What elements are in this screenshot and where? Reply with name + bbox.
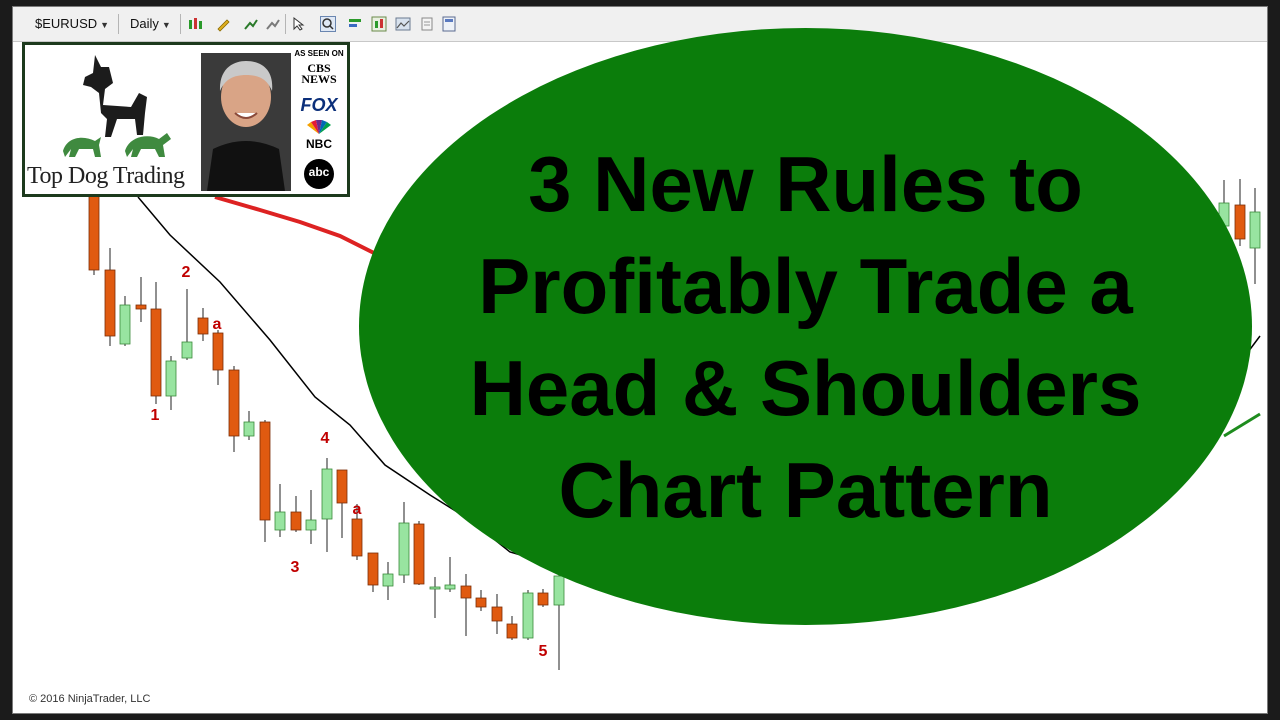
bearish-candle	[491, 606, 503, 622]
abc-logo-circle: abc	[304, 159, 334, 189]
bullish-candle	[429, 586, 441, 590]
bearish-candle	[290, 511, 302, 531]
bearish-candle	[135, 304, 147, 310]
bearish-candle	[1234, 204, 1246, 240]
slow-moving-average-line	[214, 195, 381, 258]
wave-label: 4	[321, 430, 330, 447]
bearish-candle	[336, 469, 348, 504]
copyright-notice: © 2016 NinjaTrader, LLC	[29, 693, 151, 705]
strategy-icon[interactable]	[265, 16, 281, 32]
great-dane-logo-icon	[63, 55, 171, 157]
bearish-candle	[506, 623, 518, 639]
bearish-candle	[88, 189, 100, 271]
chart-toolbar: $EURUSD ▼ Daily ▼	[13, 7, 1267, 42]
bullish-candle	[398, 522, 410, 576]
wave-label: a	[213, 316, 222, 333]
presenter-photo	[201, 53, 291, 191]
toolbar-divider	[285, 14, 286, 34]
bearish-candle	[460, 585, 472, 599]
wave-label: 5	[539, 643, 548, 660]
bearish-candle	[228, 369, 240, 437]
bullish-candle	[119, 304, 131, 345]
portrait-image	[201, 53, 291, 191]
instrument-selector[interactable]: $EURUSD ▼	[35, 15, 109, 34]
bullish-candle	[1249, 211, 1261, 249]
bullish-candle	[243, 421, 255, 437]
bearish-candle	[537, 592, 549, 606]
bullish-candle	[305, 519, 317, 531]
brand-logo-box: Top Dog Trading AS SEEN ON CBS NEWS FOX …	[22, 42, 350, 197]
bearish-candle	[413, 523, 425, 585]
print-icon[interactable]	[419, 16, 435, 32]
bearish-candle	[367, 552, 379, 586]
add-indicator-icon[interactable]	[243, 16, 259, 32]
brand-name: Top Dog Trading	[27, 163, 185, 189]
bullish-candle	[181, 341, 193, 359]
bullish-candle	[522, 592, 534, 639]
bearish-candle	[259, 421, 271, 521]
headline-line-4: Chart Pattern	[558, 446, 1053, 534]
zoom-icon[interactable]	[320, 16, 336, 32]
headline-line-2: Profitably Trade a	[478, 242, 1133, 330]
chevron-down-icon: ▼	[161, 20, 171, 30]
media-logos: AS SEEN ON CBS NEWS FOX NBC abc	[292, 49, 346, 193]
instrument-label: $EURUSD	[35, 16, 98, 31]
toolbar-divider	[118, 14, 119, 34]
chevron-down-icon: ▼	[100, 20, 110, 30]
bearish-candle	[351, 518, 363, 557]
bearish-candle	[104, 269, 116, 337]
nbc-peacock-icon	[307, 120, 331, 134]
headline-oval: 3 New Rules to Profitably Trade a Head &…	[359, 28, 1252, 625]
wave-label: 1	[151, 407, 160, 424]
bearish-candle	[475, 597, 487, 608]
cursor-icon[interactable]	[291, 16, 307, 32]
bullish-candle	[274, 511, 286, 531]
bearish-candle	[197, 317, 209, 335]
timeframe-label: Daily	[130, 16, 159, 31]
bearish-candle	[212, 332, 224, 371]
headline-line-1: 3 New Rules to	[528, 140, 1083, 228]
headline: 3 New Rules to Profitably Trade a Head &…	[359, 133, 1252, 541]
right-slow-average-line	[1223, 412, 1261, 438]
wave-label: 2	[182, 264, 191, 281]
drawing-pencil-icon[interactable]	[215, 16, 231, 32]
timeframe-selector[interactable]: Daily ▼	[130, 15, 171, 34]
bar-style-icon[interactable]	[187, 16, 203, 32]
cbs-news-logo: CBS NEWS	[301, 61, 337, 86]
fox-logo: FOX	[300, 95, 338, 115]
bullish-candle	[444, 584, 456, 590]
bullish-candle	[553, 575, 565, 606]
media-caption: AS SEEN ON	[294, 49, 344, 58]
wave-label: 3	[291, 559, 300, 576]
bullish-candle	[165, 360, 177, 397]
bullish-candle	[321, 468, 333, 520]
abc-logo: abc	[308, 165, 330, 179]
headline-line-3: Head & Shoulders	[469, 344, 1142, 432]
bearish-candle	[150, 308, 162, 397]
screenshot-icon[interactable]	[395, 16, 411, 32]
nbc-logo: NBC	[306, 137, 332, 151]
bullish-candle	[382, 573, 394, 587]
template-icon[interactable]	[441, 16, 457, 32]
data-box-icon[interactable]	[347, 16, 363, 32]
chart-properties-icon[interactable]	[371, 16, 387, 32]
wave-label: a	[353, 501, 362, 518]
price-chart[interactable]: 1 2 3 4 5 a a	[13, 7, 1267, 713]
toolbar-divider	[180, 14, 181, 34]
